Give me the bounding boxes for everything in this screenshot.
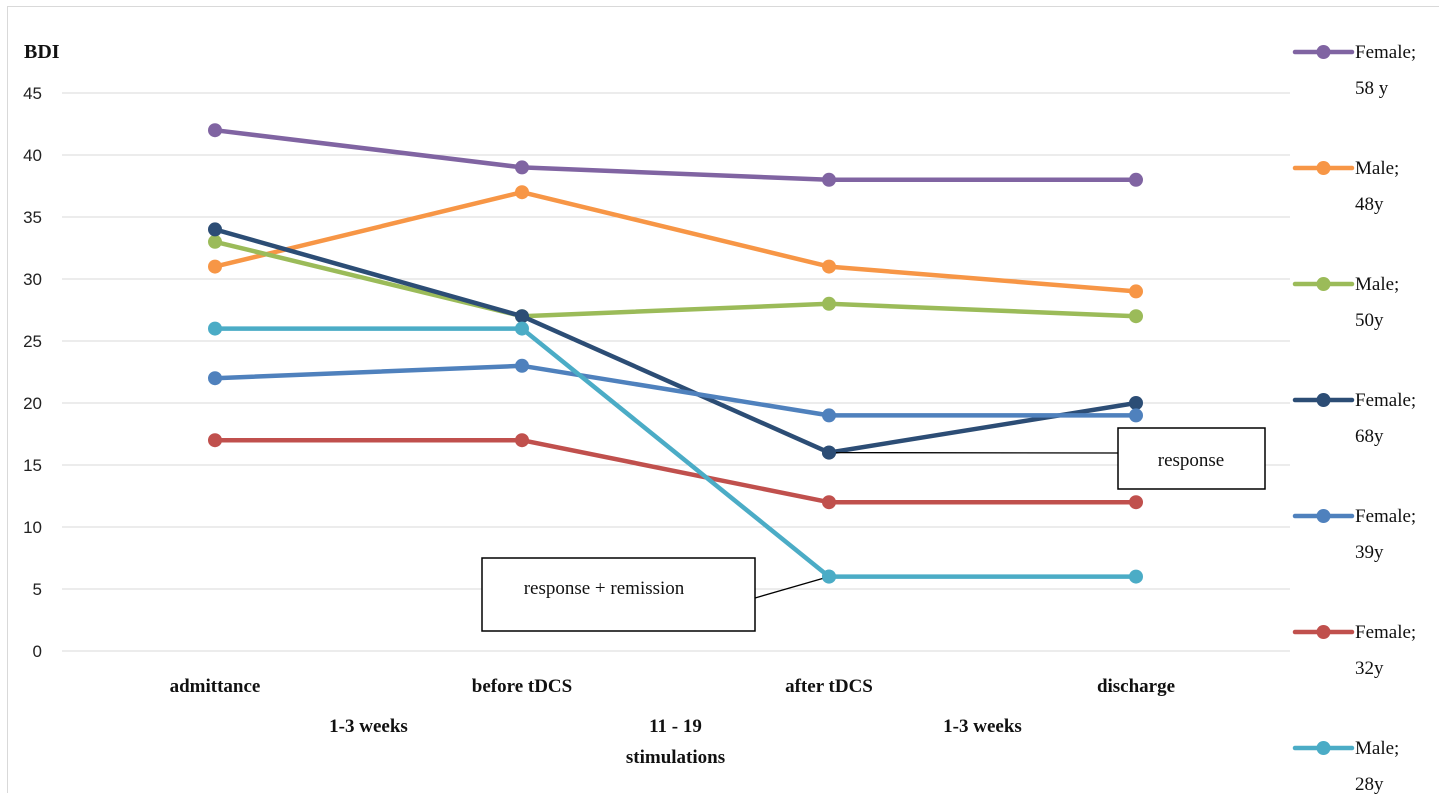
data-point <box>515 321 529 336</box>
data-point <box>208 433 222 448</box>
legend-label: Female; <box>1355 42 1416 63</box>
data-point <box>208 234 222 249</box>
data-point <box>822 495 836 510</box>
interval-label: 1-3 weeks <box>943 716 1022 737</box>
annotation-box <box>481 557 756 632</box>
data-point <box>822 408 836 423</box>
legend-label: 50y <box>1355 310 1384 331</box>
series-line <box>212 239 1139 319</box>
y-tick-label: 20 <box>23 394 42 413</box>
legend-label: Male; <box>1355 158 1399 179</box>
x-category-label: admittance <box>170 676 261 697</box>
legend-label: Female; <box>1355 506 1416 527</box>
y-tick-label: 5 <box>33 580 42 599</box>
data-point <box>822 259 836 274</box>
data-point <box>208 321 222 336</box>
y-tick-label: 10 <box>23 518 42 537</box>
series-line <box>212 127 1139 183</box>
annotated-data-point <box>822 569 836 584</box>
series <box>208 433 1143 510</box>
legend-marker <box>1316 625 1331 639</box>
data-point <box>208 123 222 138</box>
annotation-box <box>1117 427 1266 490</box>
legend-item: Male; 48y <box>1292 158 1399 215</box>
series-line <box>212 363 1139 418</box>
series-lines <box>208 123 1143 584</box>
data-point <box>208 259 222 274</box>
data-point <box>1129 408 1143 423</box>
data-point <box>1129 309 1143 324</box>
y-tick-label: 0 <box>33 642 42 661</box>
y-tick-label: 45 <box>23 84 42 103</box>
legend-label: Male; <box>1355 738 1399 759</box>
chart-frame <box>7 6 1439 793</box>
legend-marker <box>1316 277 1331 291</box>
interval-labels: 1-3 weeks 11 - 19 stimulations 1-3 weeks <box>329 716 1022 768</box>
y-tick-label: 30 <box>23 270 42 289</box>
legend-label: Female; <box>1355 622 1416 643</box>
y-tick-label: 35 <box>23 208 42 227</box>
interval-label: stimulations <box>626 747 725 768</box>
series <box>208 185 1143 299</box>
series <box>208 123 1143 187</box>
legend-item: Female; 58 y <box>1292 42 1416 99</box>
data-point <box>515 309 529 324</box>
legend: Female;58 yMale;48yMale;50yFemale;68yFem… <box>1292 42 1416 795</box>
data-point <box>1129 172 1143 187</box>
legend-marker <box>1316 161 1331 175</box>
data-point <box>208 371 222 386</box>
data-point <box>1129 396 1143 410</box>
legend-item: Female; 32y <box>1292 622 1416 679</box>
interval-label: 1-3 weeks <box>329 716 408 737</box>
data-point <box>208 222 222 237</box>
data-point <box>822 296 836 311</box>
data-point <box>1129 495 1143 510</box>
annotation-leader-line <box>754 575 830 599</box>
y-tick-label: 40 <box>23 146 42 165</box>
y-axis-label: BDI <box>24 41 60 63</box>
series-line <box>212 326 1139 579</box>
series <box>208 358 1143 423</box>
annotation-text: response <box>1158 450 1224 471</box>
interval-label: 11 - 19 <box>649 716 702 737</box>
legend-label: 32y <box>1355 658 1384 679</box>
legend-marker <box>1316 393 1331 407</box>
data-point <box>1129 284 1143 299</box>
legend-label: 39y <box>1355 542 1384 563</box>
data-point <box>515 185 529 200</box>
y-axis-ticks: 0 5 10 15 20 25 30 35 40 45 <box>23 84 42 661</box>
annotation-text: response + remission <box>524 578 685 599</box>
legend-label: Female; <box>1355 390 1416 411</box>
series-line <box>212 189 1139 294</box>
data-point <box>515 160 529 175</box>
legend-marker <box>1316 741 1331 755</box>
legend-item: Male; 50y <box>1292 274 1399 331</box>
legend-marker <box>1316 45 1331 59</box>
x-category-label: before tDCS <box>472 676 572 697</box>
data-point <box>822 172 836 187</box>
x-category-label: discharge <box>1097 676 1175 697</box>
data-point <box>515 358 529 373</box>
x-category-label: after tDCS <box>785 676 873 697</box>
legend-label: 58 y <box>1355 78 1389 99</box>
legend-label: Male; <box>1355 274 1399 295</box>
legend-item: Female; 39y <box>1292 506 1416 563</box>
legend-item: Male; 28y <box>1292 738 1399 795</box>
data-point <box>515 433 529 448</box>
annotated-data-point <box>822 445 836 460</box>
series-line <box>212 227 1139 455</box>
y-tick-label: 25 <box>23 332 42 351</box>
annotations: response response + remission <box>481 427 1266 632</box>
legend-label: 28y <box>1355 774 1384 795</box>
legend-item: Female; 68y <box>1292 390 1416 447</box>
series-line <box>212 437 1139 505</box>
y-tick-label: 15 <box>23 456 42 475</box>
legend-label: 48y <box>1355 194 1384 215</box>
legend-marker <box>1316 509 1331 523</box>
x-axis-categories: admittance before tDCS after tDCS discharge <box>170 676 1175 697</box>
data-point <box>1129 569 1143 584</box>
annotated-points <box>822 445 836 584</box>
legend-label: 68y <box>1355 426 1384 447</box>
